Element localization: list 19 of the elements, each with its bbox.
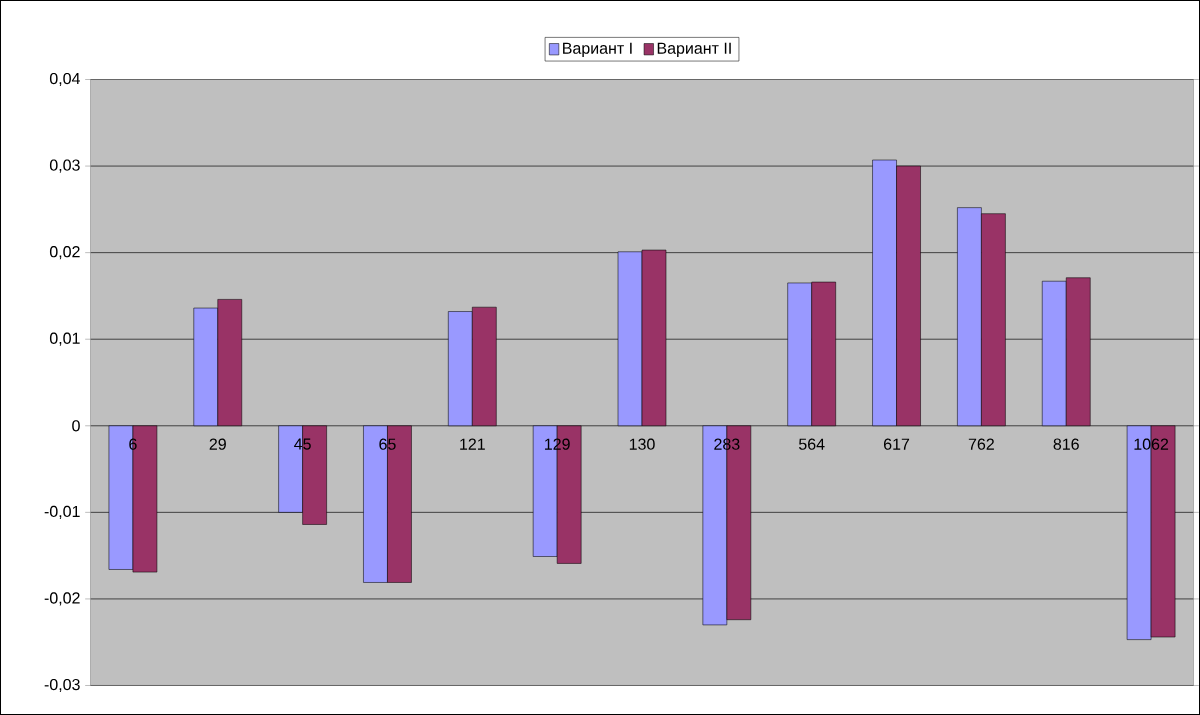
x-tick-label: 130: [629, 438, 655, 450]
y-tick-label: 0,04: [49, 72, 80, 87]
x-tick-label: 121: [460, 438, 485, 450]
y-tick-label: -0,03: [44, 678, 80, 693]
y-tick-label: 0,01: [49, 332, 80, 346]
x-tick-label: 29: [209, 438, 226, 450]
x-tick-label: 65: [379, 438, 396, 450]
x-tick-label: 617: [884, 438, 910, 450]
y-tick-label: 0,03: [49, 159, 80, 173]
y-tick-label: 0,02: [49, 246, 80, 260]
y-tick-label: -0,01: [44, 505, 80, 519]
x-tick-label: 564: [799, 438, 825, 450]
x-tick-label: 45: [294, 438, 311, 450]
legend-label: Вариант II: [657, 42, 731, 58]
legend-label: Вариант I: [563, 42, 632, 58]
x-tick-label: 762: [968, 438, 994, 450]
x-tick-label: 816: [1053, 438, 1079, 450]
y-tick-label: 0: [72, 420, 80, 432]
y-tick-label: -0,02: [44, 592, 80, 606]
